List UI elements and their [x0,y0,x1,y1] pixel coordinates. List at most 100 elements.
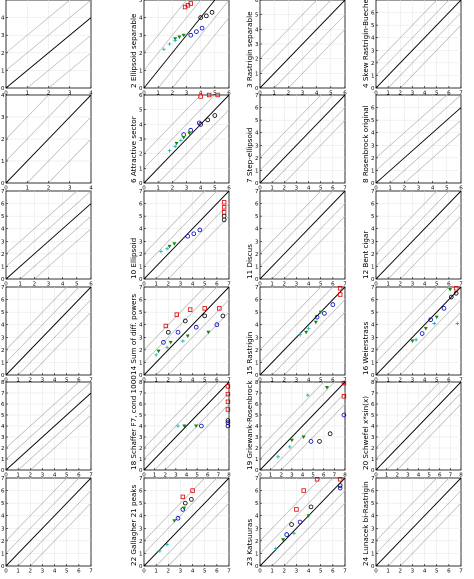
y-tick-label: 4 [1,16,5,22]
x-tick-label: 2 [167,569,171,575]
x-tick-label: 3 [417,186,421,192]
marker-blue [322,311,327,316]
y-tick-label: 7 [1,476,5,482]
y-tick-label: 2 [371,446,375,452]
x-tick-label: 3 [295,282,299,288]
x-tick-label: 2 [280,473,284,479]
x-tick-label: 5 [427,473,431,479]
y-tick-label: 4 [139,122,143,128]
x-tick-label: 3 [406,473,410,479]
marker-black [337,483,343,488]
marker-green [182,424,187,428]
diagonal-guide [259,94,334,171]
diagonal-line [375,0,462,89]
marker-red [190,488,195,493]
x-tick-label: 0 [4,569,8,575]
y-tick-label: 7 [371,391,375,397]
x-tick-label: 6 [447,569,451,575]
y-tick-label: 0 [371,564,375,570]
y-tick-label: 0 [255,181,259,187]
y-tick-label: 1 [1,551,5,557]
x-tick-label: 6 [227,186,231,192]
y-tick-label: 3 [139,33,143,39]
marker-green [185,334,190,339]
marker-red [453,286,459,291]
y-tick-label: 1 [255,551,259,557]
x-tick-label: 7 [459,282,463,288]
x-tick-label: 0 [258,282,262,288]
x-tick-label: 6 [331,282,335,288]
y-tick-label: 5 [1,214,5,220]
x-tick-label: 4 [423,378,427,384]
y-tick-label: 5 [139,310,143,316]
marker-blue [199,423,204,429]
y-tick-label: 0 [1,86,5,92]
y-tick-label: 3 [371,435,375,441]
marker-black [327,431,333,437]
marker-cyan [414,338,418,342]
marker-green [324,386,329,390]
x-tick-label: 3 [295,569,299,575]
y-tick-label: 3 [1,335,5,341]
diagonal-line [143,0,216,89]
marker-red [314,477,320,482]
diagonal-guide [271,299,346,376]
marker-black [220,313,226,319]
marker-red [225,399,231,404]
y-tick-label: 2 [371,348,375,354]
diagonal-guide [400,311,462,376]
x-tick-label: 4 [89,186,93,192]
y-tick-label: 1 [1,264,5,270]
y-tick-label: 6 [371,489,375,495]
y-tick-label: 2 [371,539,375,545]
y-tick-label: 2 [1,51,5,57]
y-tick-label: 6 [139,93,143,99]
y-tick-label: 4 [371,323,375,329]
diagonal-guide [387,12,462,89]
y-tick-label: 2 [255,539,259,545]
y-tick-label: 4 [255,27,259,33]
diagonal-guide [259,94,321,159]
diagonal-guide [5,286,67,351]
y-tick-label: 0 [139,277,143,283]
marker-blue [225,420,231,426]
marker-blue [175,515,181,521]
y-tick-label: 1 [371,551,375,557]
y-tick-label: 7 [139,476,143,482]
y-tick-label: 0 [139,468,143,474]
diagonal-guide [375,477,437,542]
diagonal-guide [259,0,317,59]
y-tick-label: 2 [1,137,5,143]
y-tick-label: 0 [1,468,5,474]
x-tick-label: 7 [227,569,231,575]
y-tick-label: 4 [255,323,259,329]
x-tick-label: 0 [142,569,146,575]
marker-red [225,407,231,412]
diagonal-guide [375,190,437,255]
x-tick-label: 0 [4,91,8,97]
x-tick-label: 2 [283,186,287,192]
y-tick-label: 0 [139,86,143,92]
marker-red [225,384,231,389]
marker-black [182,318,188,324]
marker-cyan [157,549,162,553]
marker-black [205,117,211,123]
y-tick-label: 1 [139,68,143,74]
y-tick-label: 4 [1,227,5,233]
x-tick-label: 2 [283,569,287,575]
x-tick-label: 0 [258,91,262,97]
function-label: 14 Sum of diff. powers [129,294,138,375]
marker-blue [214,322,220,328]
x-tick-label: 2 [283,282,287,288]
y-tick-label: 4 [255,227,259,233]
x-tick-label: 6 [77,569,81,575]
diagonal-guide [48,52,92,89]
diagonal-guide [400,502,462,567]
diagonal-guide [5,381,80,449]
diagonal-guide [5,0,92,71]
x-tick-label: 3 [411,91,415,97]
